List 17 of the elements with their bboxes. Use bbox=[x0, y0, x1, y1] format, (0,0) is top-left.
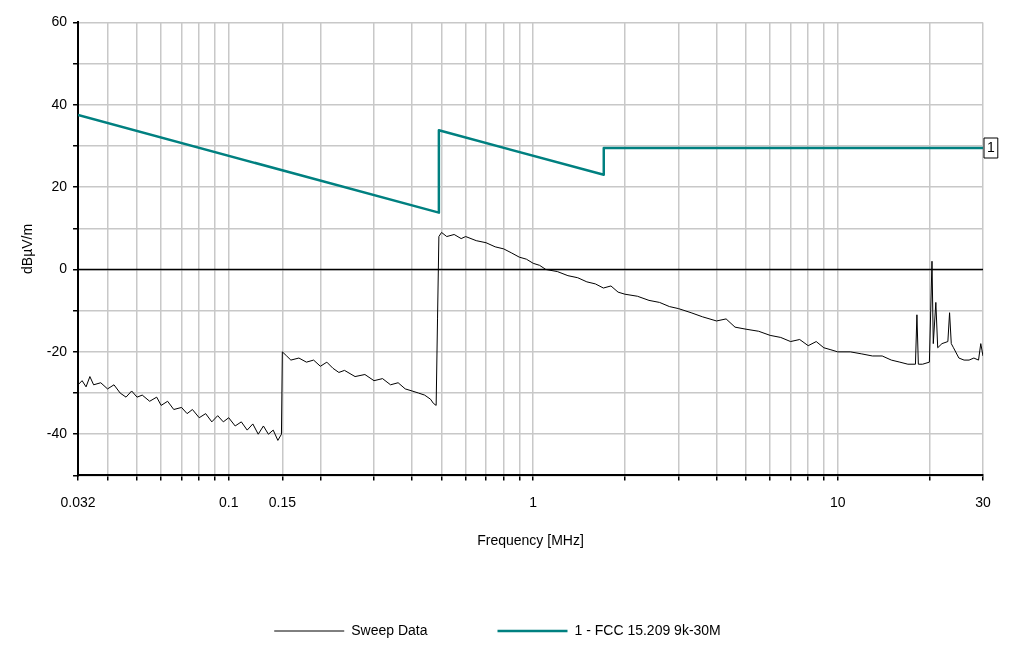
y-tick-label: -20 bbox=[46, 342, 68, 359]
x-tick-label: 1 bbox=[529, 493, 538, 510]
legend-label: 1 - FCC 15.209 9k-30M bbox=[574, 621, 721, 638]
annotation: 1 bbox=[987, 138, 995, 155]
x-tick-label: 0.032 bbox=[60, 493, 96, 510]
legend-label: Sweep Data bbox=[351, 621, 428, 638]
x-tick-label: 0.1 bbox=[218, 493, 239, 510]
x-tick-label: 0.15 bbox=[268, 493, 297, 510]
y-tick-label: -40 bbox=[46, 425, 68, 442]
y-tick-label: 60 bbox=[51, 13, 68, 30]
y-axis-title: dBµV/m bbox=[19, 223, 36, 274]
x-tick-label: 30 bbox=[975, 493, 991, 510]
x-tick-label: 10 bbox=[829, 493, 846, 510]
y-tick-label: 20 bbox=[51, 177, 68, 194]
x-axis-title: Frequency [MHz] bbox=[477, 532, 584, 549]
y-tick-label: 0 bbox=[59, 260, 68, 277]
y-tick-label: 40 bbox=[51, 95, 68, 112]
